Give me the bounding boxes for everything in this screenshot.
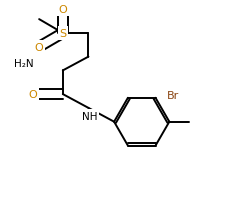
Text: Br: Br bbox=[167, 90, 180, 100]
Text: S: S bbox=[59, 29, 66, 39]
Text: H₂N: H₂N bbox=[14, 58, 33, 68]
Text: NH: NH bbox=[82, 111, 97, 121]
Text: O: O bbox=[28, 90, 37, 100]
Text: O: O bbox=[35, 43, 44, 52]
Text: O: O bbox=[58, 5, 67, 15]
